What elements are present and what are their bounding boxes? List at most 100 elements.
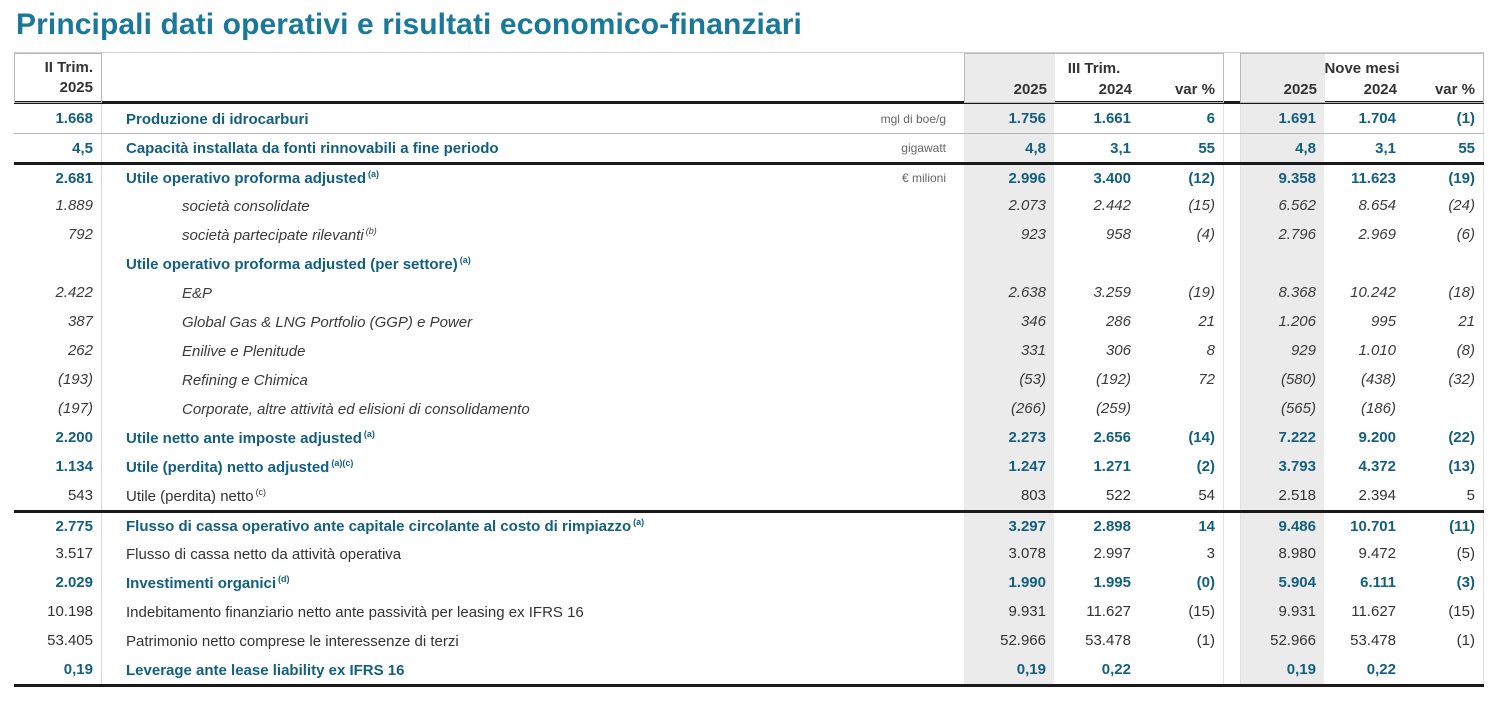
unit-label: € milioni	[901, 171, 946, 185]
q2-2025-value: 10.198	[14, 597, 102, 626]
footnote-ref: (a)	[368, 169, 380, 179]
row-label-cell: Utile netto ante imposte adjusted (a)	[102, 423, 834, 452]
row-label-cell: Utile (perdita) netto (c)	[102, 481, 834, 510]
q3-2024-value: 3,1	[1110, 139, 1131, 157]
row-label-cell: Refining e Chimica	[102, 365, 834, 394]
row-label-cell: Patrimonio netto comprese le interessenz…	[102, 626, 834, 655]
q3-2024-value: 11.627	[1086, 603, 1131, 620]
header-ninemonths-group-title: Nove mesi	[1324, 60, 1400, 77]
unit-label	[834, 452, 954, 481]
nm-var-value: (5)	[1404, 539, 1484, 568]
q2-2025-value: 387	[14, 307, 102, 336]
q3-2025-value: 4,8	[964, 134, 1054, 162]
row-label: Capacità installata da fonti rinnovabili…	[126, 140, 499, 157]
nm-var-value	[1404, 655, 1484, 684]
nm-var-value: 5	[1404, 481, 1484, 510]
q3-var-value: (15)	[1139, 597, 1224, 626]
nm-2025-value: (565)	[1240, 394, 1324, 423]
table-row: 1.889 società consolidate 2.073 2.442 (1…	[14, 191, 1484, 220]
row-label: società consolidate	[182, 197, 310, 215]
row-label: Indebitamento finanziario netto ante pas…	[126, 603, 584, 621]
q3-2025-value: 2.996	[964, 165, 1054, 191]
q3-2024-value: 1.995	[1093, 574, 1131, 591]
nm-2024-value: 0,22	[1366, 661, 1396, 678]
nm-2024-value: 9.200	[1358, 429, 1396, 446]
unit-label	[834, 336, 954, 365]
nm-var-value: (24)	[1404, 191, 1484, 220]
nm-2025-value: 8.980	[1240, 539, 1324, 568]
table-row: 2.029 Investimenti organici (d) 1.990 1.9…	[14, 568, 1484, 597]
header-nm-col-2025: 2025	[1283, 81, 1317, 98]
q3-2025-value: 331	[964, 336, 1054, 365]
row-label-cell: Utile operativo proforma adjusted (a)	[102, 165, 834, 191]
nm-2024-value: 4.372	[1358, 458, 1396, 475]
row-label-cell: Produzione di idrocarburi	[102, 104, 834, 133]
table-row: 262 Enilive e Plenitude 331 306 8 929 1.…	[14, 336, 1484, 365]
header-q3-box: III Trim. 2025 2024 var %	[964, 53, 1224, 103]
q3-2025-value: 1.756	[964, 104, 1054, 133]
row-label-cell: Flusso di cassa netto da attività operat…	[102, 539, 834, 568]
table-bottom-rule	[14, 684, 1484, 687]
table-row: 53.405 Patrimonio netto comprese le inte…	[14, 626, 1484, 655]
q3-2024-value: 0,22	[1101, 661, 1131, 678]
nm-var-value: (32)	[1404, 365, 1484, 394]
unit-label	[834, 513, 954, 539]
header-unit-gap	[834, 53, 954, 103]
q3-2025-value: 1.247	[964, 452, 1054, 481]
unit-label	[834, 249, 954, 278]
q2-2025-value: 4,5	[14, 134, 102, 162]
nm-2025-value: 4,8	[1240, 134, 1324, 162]
row-label: E&P	[182, 284, 213, 302]
nm-2024-value: 6.111	[1360, 574, 1396, 591]
q2-2025-value: 262	[14, 336, 102, 365]
q3-2024-value: 1.271	[1093, 458, 1131, 475]
nm-var-value: (15)	[1404, 597, 1484, 626]
q3-2024-value: 2.656	[1093, 429, 1131, 446]
header-q3-col-var: var %	[1174, 81, 1215, 98]
nm-2025-value: 3.793	[1240, 452, 1324, 481]
header-label-gap	[102, 53, 834, 103]
q3-2024-value: 522	[1105, 487, 1131, 504]
nm-2025-value: 8.368	[1240, 278, 1324, 307]
q2-2025-value: 543	[14, 481, 102, 510]
unit-label	[834, 568, 954, 597]
row-label: Utile netto ante imposte adjusted	[126, 429, 362, 447]
unit-label	[834, 626, 954, 655]
q3-var-value: 6	[1139, 104, 1224, 133]
nm-2024-value: 995	[1370, 313, 1396, 330]
q2-2025-value: 2.200	[14, 423, 102, 452]
q2-2025-value: 1.668	[14, 104, 102, 133]
q3-2025-value: 2.638	[964, 278, 1054, 307]
footnote-ref: (b)	[365, 225, 377, 236]
q2-2025-value: 2.422	[14, 278, 102, 307]
header-q2-box: II Trim. 2025	[14, 53, 102, 103]
table-row: 2.775 Flusso di cassa operativo ante cap…	[14, 510, 1484, 539]
table-row: (193) Refining e Chimica (53) (192) 72 (…	[14, 365, 1484, 394]
header-q2-year: 2025	[59, 79, 93, 96]
row-label: Investimenti organici	[126, 574, 277, 592]
q3-var-value: (4)	[1139, 220, 1224, 249]
nm-2024-value: 9.472	[1358, 545, 1396, 562]
nm-2024-value: 11.623	[1350, 169, 1396, 187]
nm-2025-value: 2.518	[1240, 481, 1324, 510]
header-ninemonths-columns: 2025 2024 var %	[1241, 77, 1483, 102]
row-label: Refining e Chimica	[182, 371, 308, 389]
header-nm-col-2024: 2024	[1363, 81, 1397, 98]
q2-2025-value: 3.517	[14, 539, 102, 568]
q3-2024-value: (259)	[1095, 400, 1131, 417]
row-label: Flusso di cassa operativo ante capitale …	[126, 518, 632, 535]
row-label: Produzione di idrocarburi	[126, 110, 309, 128]
nm-2024-value: 11.627	[1351, 603, 1396, 620]
page-title: Principali dati operativi e risultati ec…	[16, 8, 802, 41]
unit-label	[834, 655, 954, 684]
q3-var-value: 54	[1139, 481, 1224, 510]
footnote-ref: (a)(c)	[331, 457, 354, 468]
q3-2025-value: 9.931	[964, 597, 1054, 626]
q3-2025-value: 3.297	[964, 513, 1054, 539]
q2-2025-value: 1.889	[14, 191, 102, 220]
footnote-ref: (a)	[633, 517, 645, 527]
q3-2024-value: 958	[1105, 226, 1131, 243]
header-q3-col-2024: 2024	[1098, 81, 1132, 98]
nm-2024-value: 1.704	[1358, 110, 1396, 127]
row-label: Utile (perdita) netto adjusted	[126, 458, 330, 476]
